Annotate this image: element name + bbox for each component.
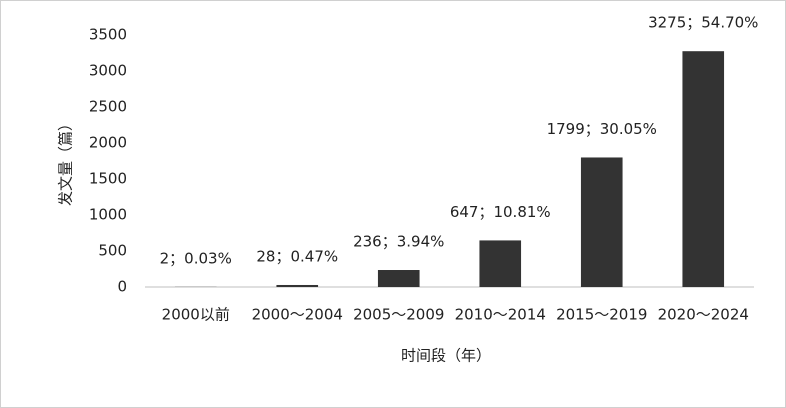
x-tick-label: 2010～2014 xyxy=(455,306,546,324)
data-label: 3275；54.70% xyxy=(648,14,758,32)
bar xyxy=(276,284,319,287)
x-tick-label: 2000以前 xyxy=(162,306,230,324)
y-tick-label: 0 xyxy=(117,278,127,296)
bar xyxy=(682,51,725,288)
y-tick-label: 3000 xyxy=(89,62,127,80)
bar xyxy=(580,157,623,287)
bar xyxy=(479,240,522,287)
bar xyxy=(377,270,420,287)
data-label: 28；0.47% xyxy=(256,247,338,265)
y-tick-label: 3500 xyxy=(89,26,127,44)
x-axis-title: 时间段（年） xyxy=(401,347,491,365)
data-label: 1799；30.05% xyxy=(547,120,657,138)
y-tick-label: 1500 xyxy=(89,170,127,188)
y-tick-label: 500 xyxy=(98,242,127,260)
data-label: 236；3.94% xyxy=(353,233,444,251)
y-axis-title: 发文量（篇） xyxy=(57,116,75,206)
x-tick-label: 2015～2019 xyxy=(556,306,647,324)
data-label: 2；0.03% xyxy=(160,249,232,267)
y-tick-label: 2000 xyxy=(89,134,127,152)
x-tick-label: 2005～2009 xyxy=(353,306,444,324)
data-label: 647；10.81% xyxy=(450,203,551,221)
y-tick-label: 1000 xyxy=(89,206,127,224)
x-tick-label: 2000～2004 xyxy=(252,306,343,324)
x-tick-label: 2020～2024 xyxy=(658,306,749,324)
y-tick-label: 2500 xyxy=(89,98,127,116)
